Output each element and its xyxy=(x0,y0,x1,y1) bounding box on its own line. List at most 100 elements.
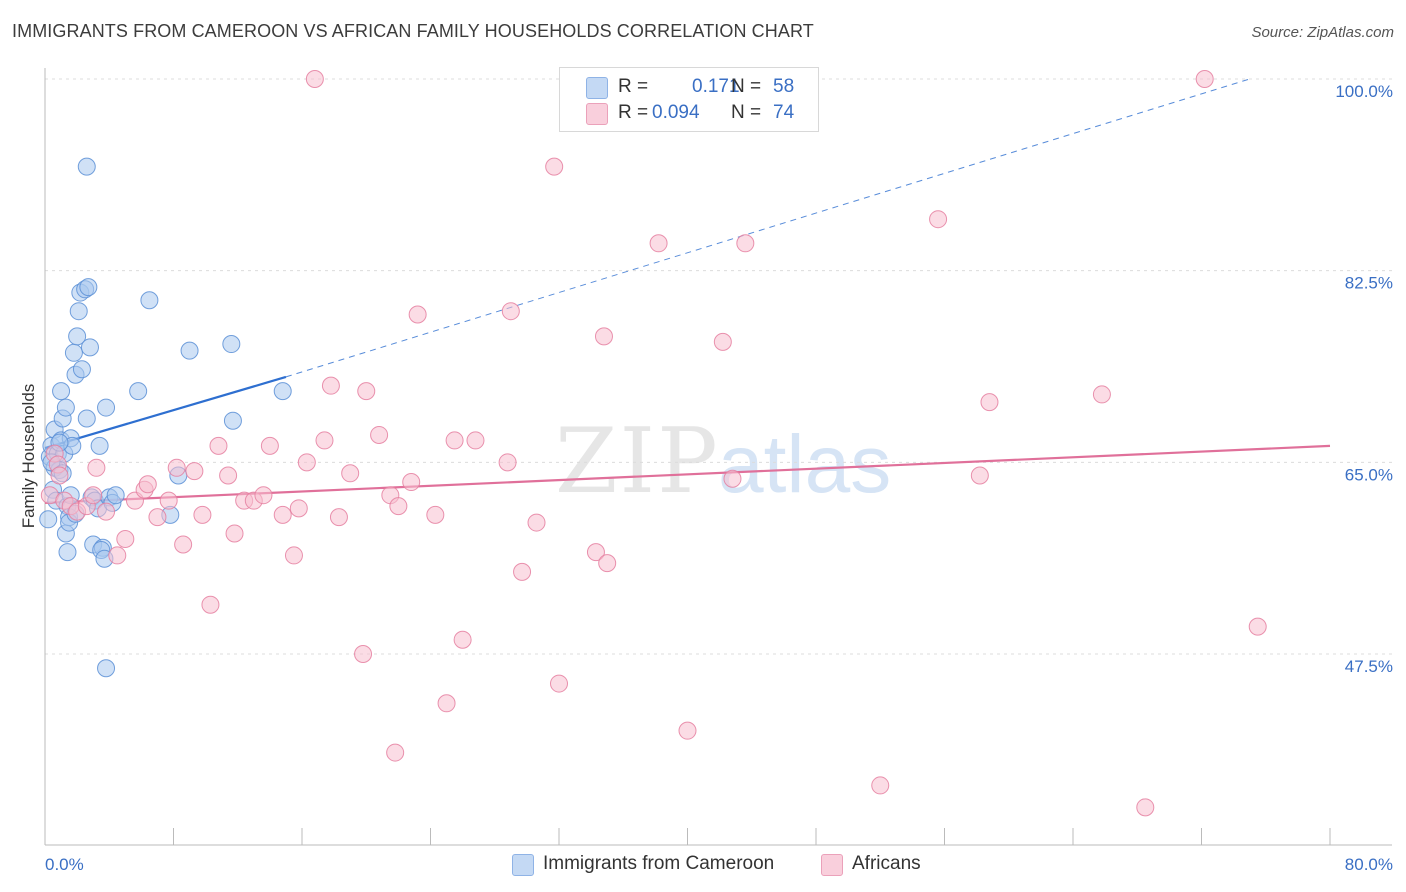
legend-r-value-1: 0.171 xyxy=(692,76,740,97)
point-africans xyxy=(87,458,106,477)
point-africans xyxy=(649,234,668,253)
point-cameroon xyxy=(97,659,116,678)
point-africans xyxy=(159,491,178,510)
point-africans xyxy=(1195,70,1214,88)
point-africans xyxy=(138,475,157,494)
point-cameroon xyxy=(180,341,199,360)
x-tick-label-max: 80.0% xyxy=(1345,855,1393,874)
y-tick-label: 100.0% xyxy=(1335,82,1393,101)
point-cameroon xyxy=(58,543,77,562)
point-cameroon xyxy=(64,343,83,362)
point-africans xyxy=(980,393,999,412)
point-africans xyxy=(84,486,103,505)
point-cameroon xyxy=(223,411,242,430)
point-cameroon xyxy=(106,486,125,505)
series-legend: Immigrants from Cameroon Africans xyxy=(0,852,1406,878)
point-cameroon xyxy=(273,382,292,401)
y-axis-label: Family Households xyxy=(19,384,38,529)
legend-r-label-2: R = xyxy=(618,102,649,123)
grid-lines xyxy=(45,78,1392,655)
legend-n-value-1: 58 xyxy=(773,76,795,97)
point-africans xyxy=(466,431,485,450)
point-africans xyxy=(545,157,564,176)
legend-n-label-2: N = xyxy=(731,102,762,123)
point-africans xyxy=(929,210,948,229)
point-cameroon xyxy=(140,291,159,310)
trendline-cameroon xyxy=(44,375,287,450)
point-africans xyxy=(594,327,613,346)
point-africans xyxy=(329,508,348,527)
point-africans xyxy=(209,436,228,455)
point-cameroon xyxy=(69,302,88,321)
point-africans xyxy=(513,562,532,581)
chart-title: IMMIGRANTS FROM CAMEROON VS AFRICAN FAMI… xyxy=(12,21,814,41)
y-tick-label: 82.5% xyxy=(1345,274,1393,293)
point-africans xyxy=(501,302,520,321)
point-africans xyxy=(437,694,456,713)
point-africans xyxy=(108,546,127,565)
point-africans xyxy=(386,743,405,762)
point-africans xyxy=(723,469,742,488)
axis-labels: 47.5% 65.0% 82.5% 100.0% 0.0% 80.0% Family Hou… xyxy=(19,82,1393,874)
point-cameroon xyxy=(52,382,71,401)
legend-swatch-africans xyxy=(821,854,843,876)
point-cameroon xyxy=(222,335,241,354)
point-africans xyxy=(370,425,389,444)
point-africans xyxy=(193,505,212,524)
point-africans xyxy=(297,453,316,472)
point-africans xyxy=(289,499,308,518)
point-africans xyxy=(498,453,517,472)
data-points xyxy=(39,70,1267,817)
watermark-atlas: atlas xyxy=(718,419,891,510)
point-africans xyxy=(426,505,445,524)
point-cameroon xyxy=(39,510,58,529)
point-cameroon xyxy=(68,327,87,346)
y-tick-label: 47.5% xyxy=(1345,657,1393,676)
point-africans xyxy=(219,466,238,485)
point-cameroon xyxy=(72,360,91,379)
point-africans xyxy=(341,464,360,483)
point-africans xyxy=(402,473,421,492)
correlation-legend: R = 0.171 N = 58 R = 0.094 N = 74 xyxy=(559,67,819,132)
point-africans xyxy=(970,466,989,485)
legend-swatch-cameroon xyxy=(512,854,534,876)
point-africans xyxy=(305,70,324,88)
point-africans xyxy=(357,382,376,401)
point-africans xyxy=(550,674,568,693)
point-africans xyxy=(185,462,204,481)
point-africans xyxy=(408,305,427,324)
point-cameroon xyxy=(90,436,109,455)
point-africans xyxy=(273,505,292,524)
legend-r-label-1: R = xyxy=(618,76,649,97)
legend-swatch-blue xyxy=(586,77,608,99)
legend-label-africans: Africans xyxy=(852,853,921,874)
point-africans xyxy=(254,486,273,505)
point-africans xyxy=(713,332,732,351)
point-africans xyxy=(174,535,193,554)
point-africans xyxy=(50,466,69,485)
point-africans xyxy=(453,630,472,649)
point-africans xyxy=(167,458,186,477)
legend-swatch-pink xyxy=(586,103,608,125)
point-africans xyxy=(201,595,220,614)
point-cameroon xyxy=(129,382,148,401)
y-tick-label: 65.0% xyxy=(1345,465,1393,484)
point-africans xyxy=(284,546,303,565)
point-cameroon xyxy=(79,278,98,297)
trendline-cameroon-extrapolated xyxy=(285,78,1250,378)
watermark-zip: ZIP xyxy=(555,409,720,514)
point-cameroon xyxy=(77,157,96,176)
point-africans xyxy=(148,508,167,527)
point-africans xyxy=(736,234,755,253)
point-africans xyxy=(1136,798,1155,817)
legend-n-label-1: N = xyxy=(731,76,762,97)
point-africans xyxy=(598,554,617,573)
point-cameroon xyxy=(77,409,96,428)
point-africans xyxy=(586,543,605,562)
point-africans xyxy=(871,776,890,795)
point-africans xyxy=(678,721,697,740)
point-africans xyxy=(527,513,546,532)
source-label: Source: ZipAtlas.com xyxy=(1251,24,1394,41)
legend-label-cameroon: Immigrants from Cameroon xyxy=(543,853,775,874)
